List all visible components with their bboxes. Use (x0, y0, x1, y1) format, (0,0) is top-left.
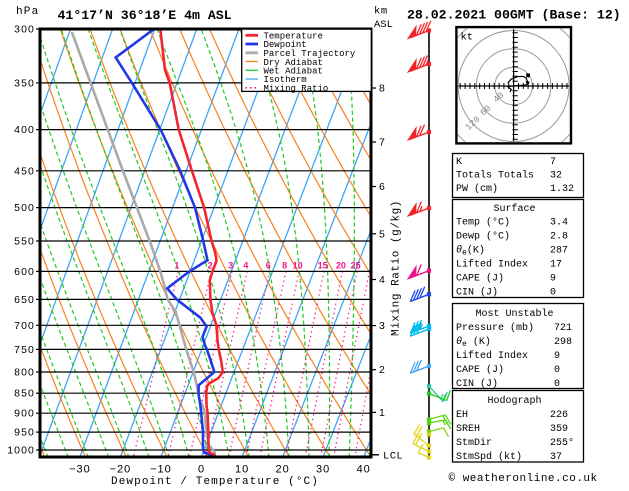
svg-text:7: 7 (550, 157, 556, 168)
svg-text:1: 1 (174, 261, 179, 271)
svg-text:8: 8 (282, 261, 287, 271)
svg-text:226: 226 (550, 410, 568, 421)
svg-text:SREH: SREH (456, 424, 480, 435)
svg-text:Temperature: Temperature (264, 32, 323, 42)
svg-text:900: 900 (14, 408, 35, 420)
svg-text:4: 4 (243, 261, 248, 271)
svg-text:LCL: LCL (383, 450, 403, 462)
svg-text:9: 9 (554, 351, 560, 362)
svg-text:8: 8 (379, 83, 385, 95)
svg-text:StmSpd (kt): StmSpd (kt) (456, 451, 522, 463)
svg-text:600: 600 (14, 266, 35, 278)
svg-text:300: 300 (14, 24, 35, 36)
svg-text:CAPE (J): CAPE (J) (456, 273, 504, 285)
svg-text:Temp (°C): Temp (°C) (456, 217, 510, 229)
svg-text:700: 700 (14, 320, 35, 332)
svg-text:950: 950 (14, 427, 35, 439)
svg-text:Mixing Ratio (g/kg): Mixing Ratio (g/kg) (391, 200, 403, 336)
svg-text:StmDir: StmDir (456, 437, 492, 449)
svg-text:4: 4 (379, 274, 385, 286)
svg-text:Most Unstable: Most Unstable (475, 308, 553, 320)
svg-text:−10: −10 (150, 464, 172, 476)
svg-text:3: 3 (228, 261, 233, 271)
svg-text:© weatheronline.co.uk: © weatheronline.co.uk (449, 473, 598, 485)
svg-text:θe (K): θe (K) (456, 336, 491, 349)
svg-text:Dewp (°C): Dewp (°C) (456, 231, 510, 243)
svg-text:Hodograph: Hodograph (487, 395, 541, 407)
svg-text:Surface: Surface (493, 203, 535, 215)
svg-text:Lifted Index: Lifted Index (456, 350, 528, 362)
svg-text:Pressure (mb): Pressure (mb) (456, 322, 534, 334)
svg-text:7: 7 (379, 137, 385, 149)
svg-text:25: 25 (351, 261, 361, 271)
svg-text:15: 15 (318, 261, 328, 271)
svg-text:0: 0 (550, 288, 556, 299)
svg-text:Parcel Trajectory: Parcel Trajectory (264, 49, 356, 59)
svg-text:800: 800 (14, 367, 35, 379)
svg-text:3.4: 3.4 (550, 218, 568, 229)
svg-text:Dewpoint / Temperature (°C): Dewpoint / Temperature (°C) (111, 476, 319, 486)
svg-text:0: 0 (554, 365, 560, 376)
svg-text:Wet Adiabat: Wet Adiabat (264, 67, 323, 77)
svg-text:K: K (456, 157, 462, 168)
svg-text:37: 37 (550, 452, 562, 463)
svg-text:5: 5 (379, 228, 385, 240)
svg-text:0: 0 (198, 464, 205, 476)
svg-text:1.32: 1.32 (550, 184, 574, 195)
svg-text:2: 2 (208, 261, 213, 271)
svg-text:1: 1 (379, 407, 385, 419)
svg-text:hPa: hPa (16, 6, 39, 18)
svg-text:Totals Totals: Totals Totals (456, 170, 534, 182)
svg-text:255°: 255° (550, 437, 574, 449)
svg-text:6: 6 (266, 261, 271, 271)
svg-text:9: 9 (550, 274, 556, 285)
svg-text:CAPE (J): CAPE (J) (456, 364, 504, 376)
svg-text:Mixing Ratio: Mixing Ratio (264, 84, 329, 94)
svg-text:721: 721 (554, 323, 572, 334)
svg-text:1000: 1000 (7, 445, 35, 457)
svg-text:450: 450 (14, 165, 35, 177)
svg-text:km: km (374, 6, 388, 18)
svg-text:28.02.2021 00GMT (Base: 12): 28.02.2021 00GMT (Base: 12) (407, 8, 621, 23)
svg-text:−20: −20 (110, 464, 132, 476)
svg-text:30: 30 (316, 464, 330, 476)
svg-text:θe(K): θe(K) (456, 245, 485, 258)
svg-text:400: 400 (14, 124, 35, 136)
svg-text:PW (cm): PW (cm) (456, 183, 498, 195)
svg-text:20: 20 (275, 464, 289, 476)
svg-text:359: 359 (550, 424, 568, 435)
svg-text:298: 298 (554, 337, 572, 348)
svg-text:kt: kt (461, 32, 474, 44)
svg-text:2: 2 (379, 364, 385, 376)
svg-text:41°17’N 36°18’E 4m ASL: 41°17’N 36°18’E 4m ASL (58, 8, 232, 23)
svg-text:500: 500 (14, 202, 35, 214)
svg-text:0: 0 (554, 379, 560, 390)
svg-text:32: 32 (550, 171, 562, 182)
svg-text:Dewpoint: Dewpoint (264, 40, 307, 50)
svg-text:350: 350 (14, 77, 35, 89)
svg-text:3: 3 (379, 320, 385, 332)
svg-text:Isotherm: Isotherm (264, 75, 307, 85)
svg-text:287: 287 (550, 246, 568, 257)
svg-text:10: 10 (235, 464, 249, 476)
svg-text:650: 650 (14, 294, 35, 306)
svg-text:CIN (J): CIN (J) (456, 287, 498, 299)
svg-text:850: 850 (14, 388, 35, 400)
svg-text:10: 10 (293, 261, 303, 271)
svg-text:40: 40 (357, 464, 371, 476)
svg-text:20: 20 (336, 261, 346, 271)
svg-text:CIN (J): CIN (J) (456, 378, 498, 390)
svg-text:6: 6 (379, 181, 385, 193)
svg-text:2.8: 2.8 (550, 232, 568, 243)
svg-text:Lifted Index: Lifted Index (456, 259, 528, 271)
svg-text:750: 750 (14, 344, 35, 356)
svg-text:550: 550 (14, 236, 35, 248)
svg-text:EH: EH (456, 410, 468, 421)
svg-text:ASL: ASL (374, 19, 393, 31)
svg-text:Dry Adiabat: Dry Adiabat (264, 58, 323, 68)
svg-text:−30: −30 (69, 464, 91, 476)
svg-text:17: 17 (550, 260, 562, 271)
